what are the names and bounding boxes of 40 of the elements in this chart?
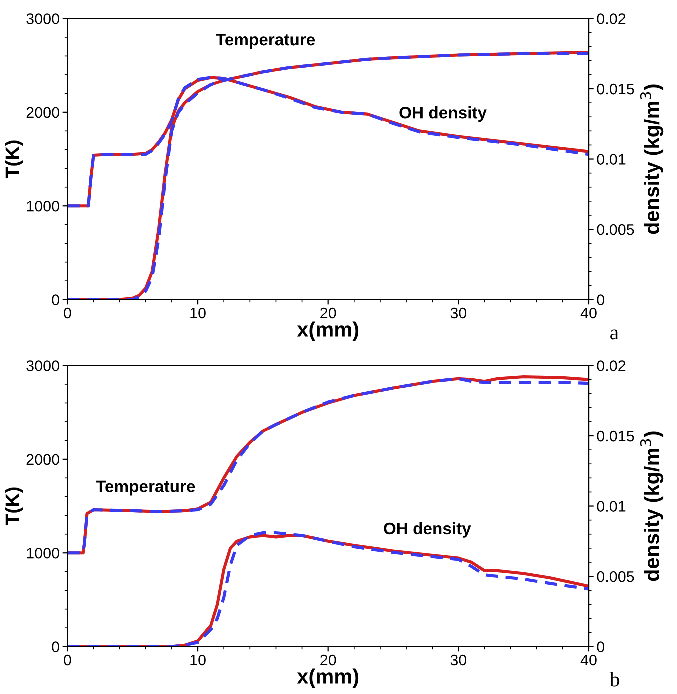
y-tick-label: 1000 — [27, 200, 60, 212]
text: a — [610, 330, 619, 340]
x-tick-label: 20 — [320, 308, 336, 319]
y-tick-label: 0 — [52, 294, 60, 306]
y2-tick-label: 0.005 — [597, 571, 634, 582]
annotation: Temperature — [96, 480, 196, 496]
x-tick-label: 0 — [64, 308, 72, 319]
y-tick-label: 2000 — [26, 454, 60, 466]
text: b — [610, 672, 620, 687]
x-tick-label: 30 — [450, 654, 467, 666]
x-tick-label: 40 — [580, 654, 597, 666]
x-tick-label: 40 — [580, 308, 597, 319]
y-tick-label: 2000 — [26, 107, 60, 118]
x-tick-label: 10 — [190, 654, 206, 666]
y2-tick-label: 0 — [597, 642, 605, 652]
y2-tick-label: 0.01 — [597, 154, 626, 165]
y2-tick-label: 0.02 — [597, 14, 626, 24]
y-tick-label: 0 — [52, 642, 60, 652]
y2-tick-label: 0.01 — [597, 501, 626, 512]
annotation: OH density — [384, 522, 472, 538]
y2-tick-label: 0 — [597, 294, 605, 306]
y2-axis-title: density (kg/m$^{3}$) — [640, 432, 664, 582]
y2-tick-label: 0.005 — [597, 224, 634, 236]
x-axis-title: x(mm) — [297, 322, 359, 342]
y-tick-label: 3000 — [26, 14, 60, 24]
y2-tick-label: 0.015 — [597, 430, 634, 442]
y-axis-title: T(K) — [5, 488, 24, 526]
x-tick-label: 10 — [190, 308, 206, 319]
x-tick-label: 30 — [450, 308, 467, 319]
y-axis-title: T(K) — [5, 140, 24, 178]
y-tick-label: 3000 — [26, 360, 60, 372]
annotation: OH density — [400, 106, 487, 122]
y2-tick-label: 0.02 — [597, 360, 626, 372]
x-axis-title: x(mm) — [297, 668, 359, 688]
annotation: Temperature — [216, 34, 316, 49]
y-tick-label: 1000 — [27, 548, 60, 559]
x-tick-label: 20 — [320, 654, 336, 666]
x-tick-label: 0 — [64, 654, 72, 666]
y2-tick-label: 0.015 — [597, 84, 634, 95]
y2-axis-title: density (kg/m$^{3}$) — [640, 84, 664, 234]
